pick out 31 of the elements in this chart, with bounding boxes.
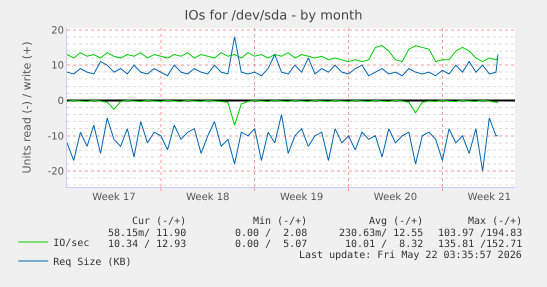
x-tick-label: Week 20	[374, 192, 418, 203]
y-tick-label: -10	[48, 131, 64, 142]
line-series	[67, 45, 498, 62]
legend-label: IO/sec	[53, 238, 90, 249]
text: 10.34 / 12.93	[108, 239, 186, 250]
x-tick-label: Week 17	[92, 192, 136, 203]
text: 230.63m/ 12.55	[339, 228, 424, 239]
chart-title: IOs for /dev/sda - by month	[184, 8, 362, 24]
text: 58.15m/ 11.90	[108, 228, 186, 239]
text: 10.01 / 8.32	[345, 239, 424, 250]
x-tick-label: Week 21	[468, 192, 511, 203]
legend-label: Req Size (KB)	[53, 256, 132, 268]
y-tick-label: -20	[48, 166, 64, 178]
line-series	[67, 36, 498, 76]
text: 0.00 / 5.07	[235, 239, 308, 250]
x-tick-label: Week 18	[186, 192, 230, 203]
text: 135.81 /152.71	[438, 239, 522, 250]
text: Cur (-/+)	[132, 216, 186, 227]
y-tick-label: 10	[51, 60, 64, 72]
line-series	[67, 100, 498, 126]
text: Max (-/+)	[468, 216, 522, 227]
y-tick-label: 0	[58, 96, 64, 107]
line-series	[67, 114, 498, 172]
y-tick-label: 20	[51, 25, 64, 36]
text: Last update: Fri May 22 03:35:57 2026	[299, 250, 522, 261]
x-tick-label: Week 19	[280, 192, 324, 203]
text: Min (-/+)	[253, 216, 308, 227]
y-axis-title: Units read (-) / write (+)	[20, 41, 34, 174]
text: Avg (-/+)	[369, 216, 424, 227]
text: 0.00 / 2.08	[235, 228, 308, 239]
text: 103.97 /194.83	[438, 228, 522, 239]
